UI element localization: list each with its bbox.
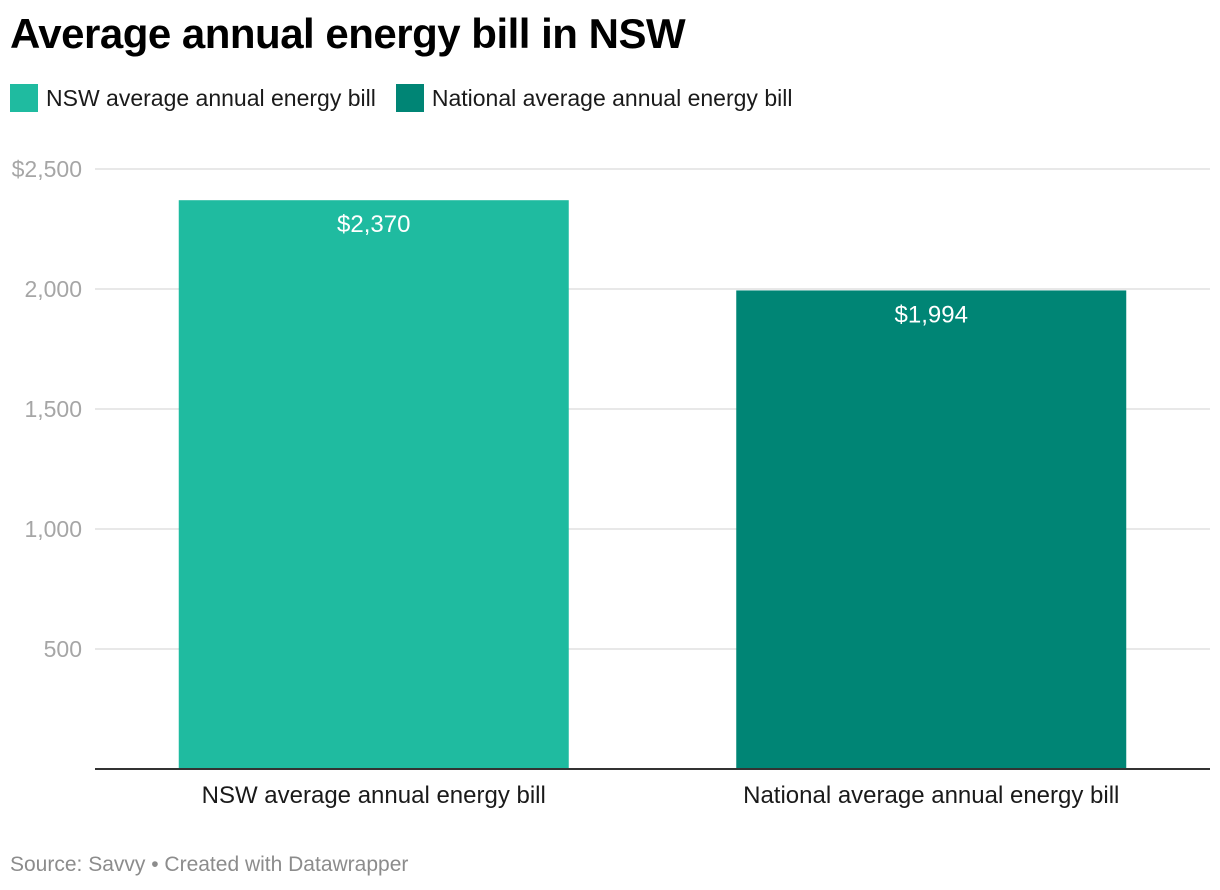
bar-value-label-0: $2,370 bbox=[337, 211, 410, 238]
x-category-label-1: National average annual energy bill bbox=[743, 782, 1119, 809]
chart-title: Average annual energy bill in NSW bbox=[10, 10, 686, 57]
bar-1 bbox=[736, 290, 1127, 769]
y-tick-label-500: 500 bbox=[44, 636, 82, 662]
legend: NSW average annual energy bill National … bbox=[10, 84, 792, 112]
source-note: Source: Savvy • Created with Datawrapper bbox=[10, 853, 409, 876]
y-tick-label-2500: $2,500 bbox=[12, 156, 82, 182]
legend-swatch-nsw bbox=[10, 84, 38, 112]
legend-label-national: National average annual energy bill bbox=[431, 84, 793, 111]
bar-value-label-1: $1,994 bbox=[895, 301, 968, 328]
y-tick-label-2000: 2,000 bbox=[24, 276, 82, 302]
x-category-label-0: NSW average annual energy bill bbox=[202, 782, 546, 809]
legend-swatch-national bbox=[395, 84, 424, 112]
bar-0 bbox=[178, 200, 569, 769]
y-tick-label-1000: 1,000 bbox=[24, 516, 82, 542]
y-tick-label-1500: 1,500 bbox=[24, 396, 82, 422]
legend-item-nsw: NSW average annual energy bill bbox=[10, 84, 376, 112]
legend-label-nsw: NSW average annual energy bill bbox=[46, 84, 376, 111]
legend-item-national: National average annual energy bill bbox=[395, 84, 793, 112]
